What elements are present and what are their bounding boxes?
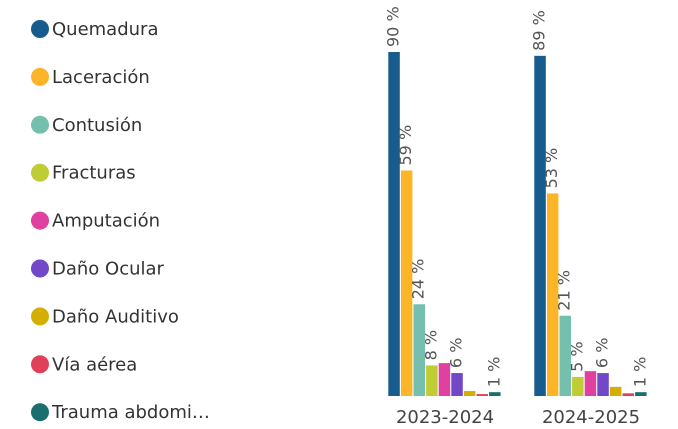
bar bbox=[463, 391, 476, 396]
bar bbox=[622, 393, 634, 396]
legend-label: Laceración bbox=[52, 67, 150, 88]
bar bbox=[451, 373, 463, 396]
value-label: 1 % bbox=[484, 357, 503, 387]
bar bbox=[559, 315, 571, 396]
legend-label: Daño Auditivo bbox=[52, 306, 179, 327]
bar bbox=[438, 363, 451, 396]
bar bbox=[426, 365, 438, 396]
value-label: 5 % bbox=[567, 341, 586, 371]
legend-marker bbox=[31, 67, 49, 86]
bar bbox=[400, 170, 413, 396]
x-tick-label: 2023-2024 bbox=[396, 407, 494, 428]
legend-marker bbox=[31, 163, 49, 182]
bar bbox=[489, 392, 501, 396]
bar bbox=[534, 55, 546, 396]
legend-label: Fracturas bbox=[52, 163, 136, 184]
x-tick-label: 2024-2025 bbox=[542, 407, 640, 428]
legend-label: Quemadura bbox=[52, 19, 158, 40]
bar bbox=[476, 394, 488, 396]
bar bbox=[635, 392, 647, 396]
bar bbox=[413, 304, 425, 396]
legend-label: Amputación bbox=[52, 211, 160, 232]
legend-marker bbox=[31, 20, 49, 38]
legend-marker bbox=[31, 307, 49, 326]
value-label: 1 % bbox=[630, 357, 649, 387]
legend-label: Contusión bbox=[52, 115, 142, 136]
legend-marker bbox=[31, 115, 49, 134]
value-label: 90 % bbox=[384, 6, 403, 47]
value-label: 6 % bbox=[593, 338, 612, 368]
legend-marker bbox=[31, 211, 49, 230]
value-label: 24 % bbox=[409, 259, 428, 300]
bar bbox=[572, 376, 584, 396]
value-label: 53 % bbox=[542, 148, 561, 189]
bar bbox=[609, 386, 622, 396]
value-label: 89 % bbox=[530, 10, 549, 51]
bar bbox=[546, 193, 559, 396]
value-label: 21 % bbox=[555, 270, 574, 311]
legend-marker bbox=[31, 259, 49, 278]
value-label: 59 % bbox=[396, 125, 415, 166]
legend-marker bbox=[31, 403, 49, 422]
legend-label: Trauma abdomi… bbox=[51, 402, 210, 423]
bar bbox=[584, 371, 597, 396]
bar bbox=[388, 52, 400, 396]
bar bbox=[597, 373, 609, 396]
value-label: 8 % bbox=[421, 330, 440, 360]
legend-label: Vía aérea bbox=[52, 354, 137, 375]
legend-label: Daño Ocular bbox=[52, 259, 165, 280]
value-label: 6 % bbox=[447, 338, 466, 368]
legend-marker bbox=[31, 355, 49, 374]
